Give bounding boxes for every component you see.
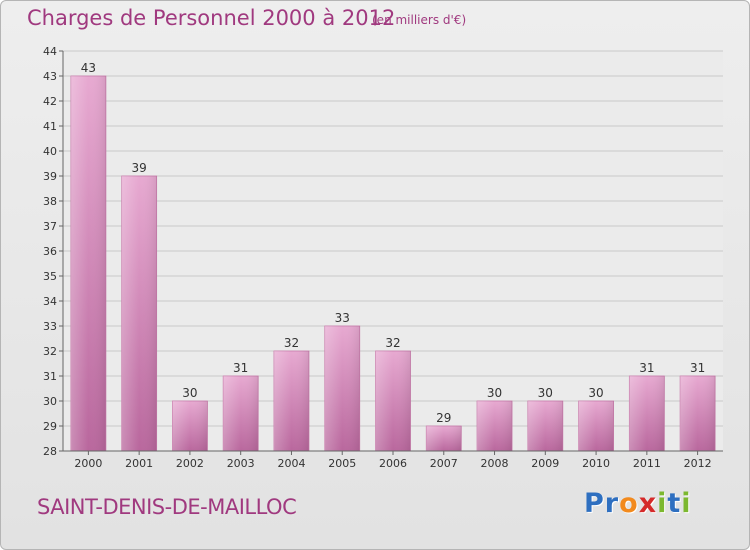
y-tick-label: 34 [43,295,57,308]
y-tick-label: 32 [43,345,57,358]
data-label: 31 [233,361,248,375]
logo-letter: i [681,488,692,519]
y-tick-label: 28 [43,445,57,458]
bar-shade [223,376,259,451]
x-tick-label: 2007 [430,457,458,470]
x-tick-label: 2010 [582,457,610,470]
data-label: 31 [639,361,654,375]
bar-shade [680,376,716,451]
data-label: 43 [81,61,96,75]
chart-title: Charges de Personnel 2000 à 2012 [27,6,396,30]
y-tick-label: 44 [43,45,57,58]
data-label: 32 [385,336,400,350]
y-tick-label: 35 [43,270,57,283]
data-label: 32 [284,336,299,350]
y-tick-label: 43 [43,70,57,83]
data-label: 30 [182,386,197,400]
x-tick-label: 2004 [277,457,305,470]
y-tick-label: 37 [43,220,57,233]
bar-shade [578,401,614,451]
bar-shade [426,426,462,451]
x-tick-label: 2002 [176,457,204,470]
y-tick-label: 41 [43,120,57,133]
x-tick-label: 2005 [328,457,356,470]
logo-letter: x [638,488,658,519]
x-tick-label: 2001 [125,457,153,470]
x-tick-label: 2009 [531,457,559,470]
bar-shade [172,401,208,451]
y-tick-label: 33 [43,320,57,333]
y-tick-label: 29 [43,420,57,433]
data-label: 39 [132,161,147,175]
logo-letter: t [667,488,682,519]
data-label: 30 [538,386,553,400]
y-tick-label: 30 [43,395,57,408]
y-tick-label: 42 [43,95,57,108]
x-tick-label: 2006 [379,457,407,470]
x-tick-label: 2011 [633,457,661,470]
bar-shade [375,351,411,451]
bar-shade [477,401,513,451]
commune-name: SAINT-DENIS-DE-MAILLOC [37,495,297,519]
y-tick-label: 39 [43,170,57,183]
chart-subtitle: (en milliers d'€) [372,13,467,27]
data-label: 31 [690,361,705,375]
bar-shade [70,76,106,451]
x-tick-label: 2008 [481,457,509,470]
x-tick-label: 2012 [684,457,712,470]
x-tick-label: 2003 [227,457,255,470]
logo-letter: r [604,488,620,519]
data-label: 33 [335,311,350,325]
logo-letter: o [619,488,639,519]
bar-shade [629,376,665,451]
logo-letter: i [657,488,668,519]
y-tick-label: 36 [43,245,57,258]
data-label: 29 [436,411,451,425]
proxiti-logo: Proxiti [584,488,692,519]
bar-shade [324,326,360,451]
y-tick-label: 40 [43,145,57,158]
y-tick-label: 38 [43,195,57,208]
logo-letter: P [584,488,605,519]
y-tick-label: 31 [43,370,57,383]
x-tick-label: 2000 [74,457,102,470]
data-label: 30 [588,386,603,400]
bar-shade [273,351,309,451]
bar-shade [121,176,157,451]
data-label: 30 [487,386,502,400]
bar-shade [527,401,563,451]
